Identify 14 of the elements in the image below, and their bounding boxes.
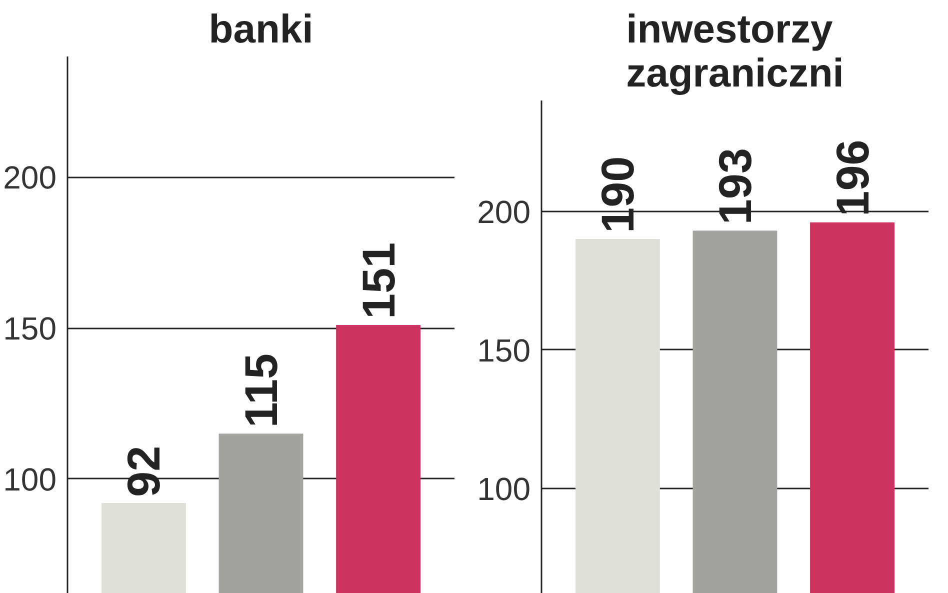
data-label: 151 <box>352 242 404 319</box>
data-label: 193 <box>709 148 761 225</box>
chart-title: banki <box>208 8 314 52</box>
y-tick-label: 100 <box>477 470 530 507</box>
data-label: 190 <box>592 156 644 233</box>
chart-title: inwestorzy zagraniczni <box>626 8 844 96</box>
data-label: 196 <box>826 140 878 216</box>
y-tick-label: 100 <box>3 461 56 498</box>
y-tick-label: 150 <box>477 332 530 368</box>
y-tick-label: 200 <box>477 194 530 230</box>
data-label: 115 <box>235 353 287 428</box>
y-tick-label: 200 <box>3 160 56 196</box>
data-label: 92 <box>118 446 170 497</box>
y-tick-label: 150 <box>3 310 56 347</box>
